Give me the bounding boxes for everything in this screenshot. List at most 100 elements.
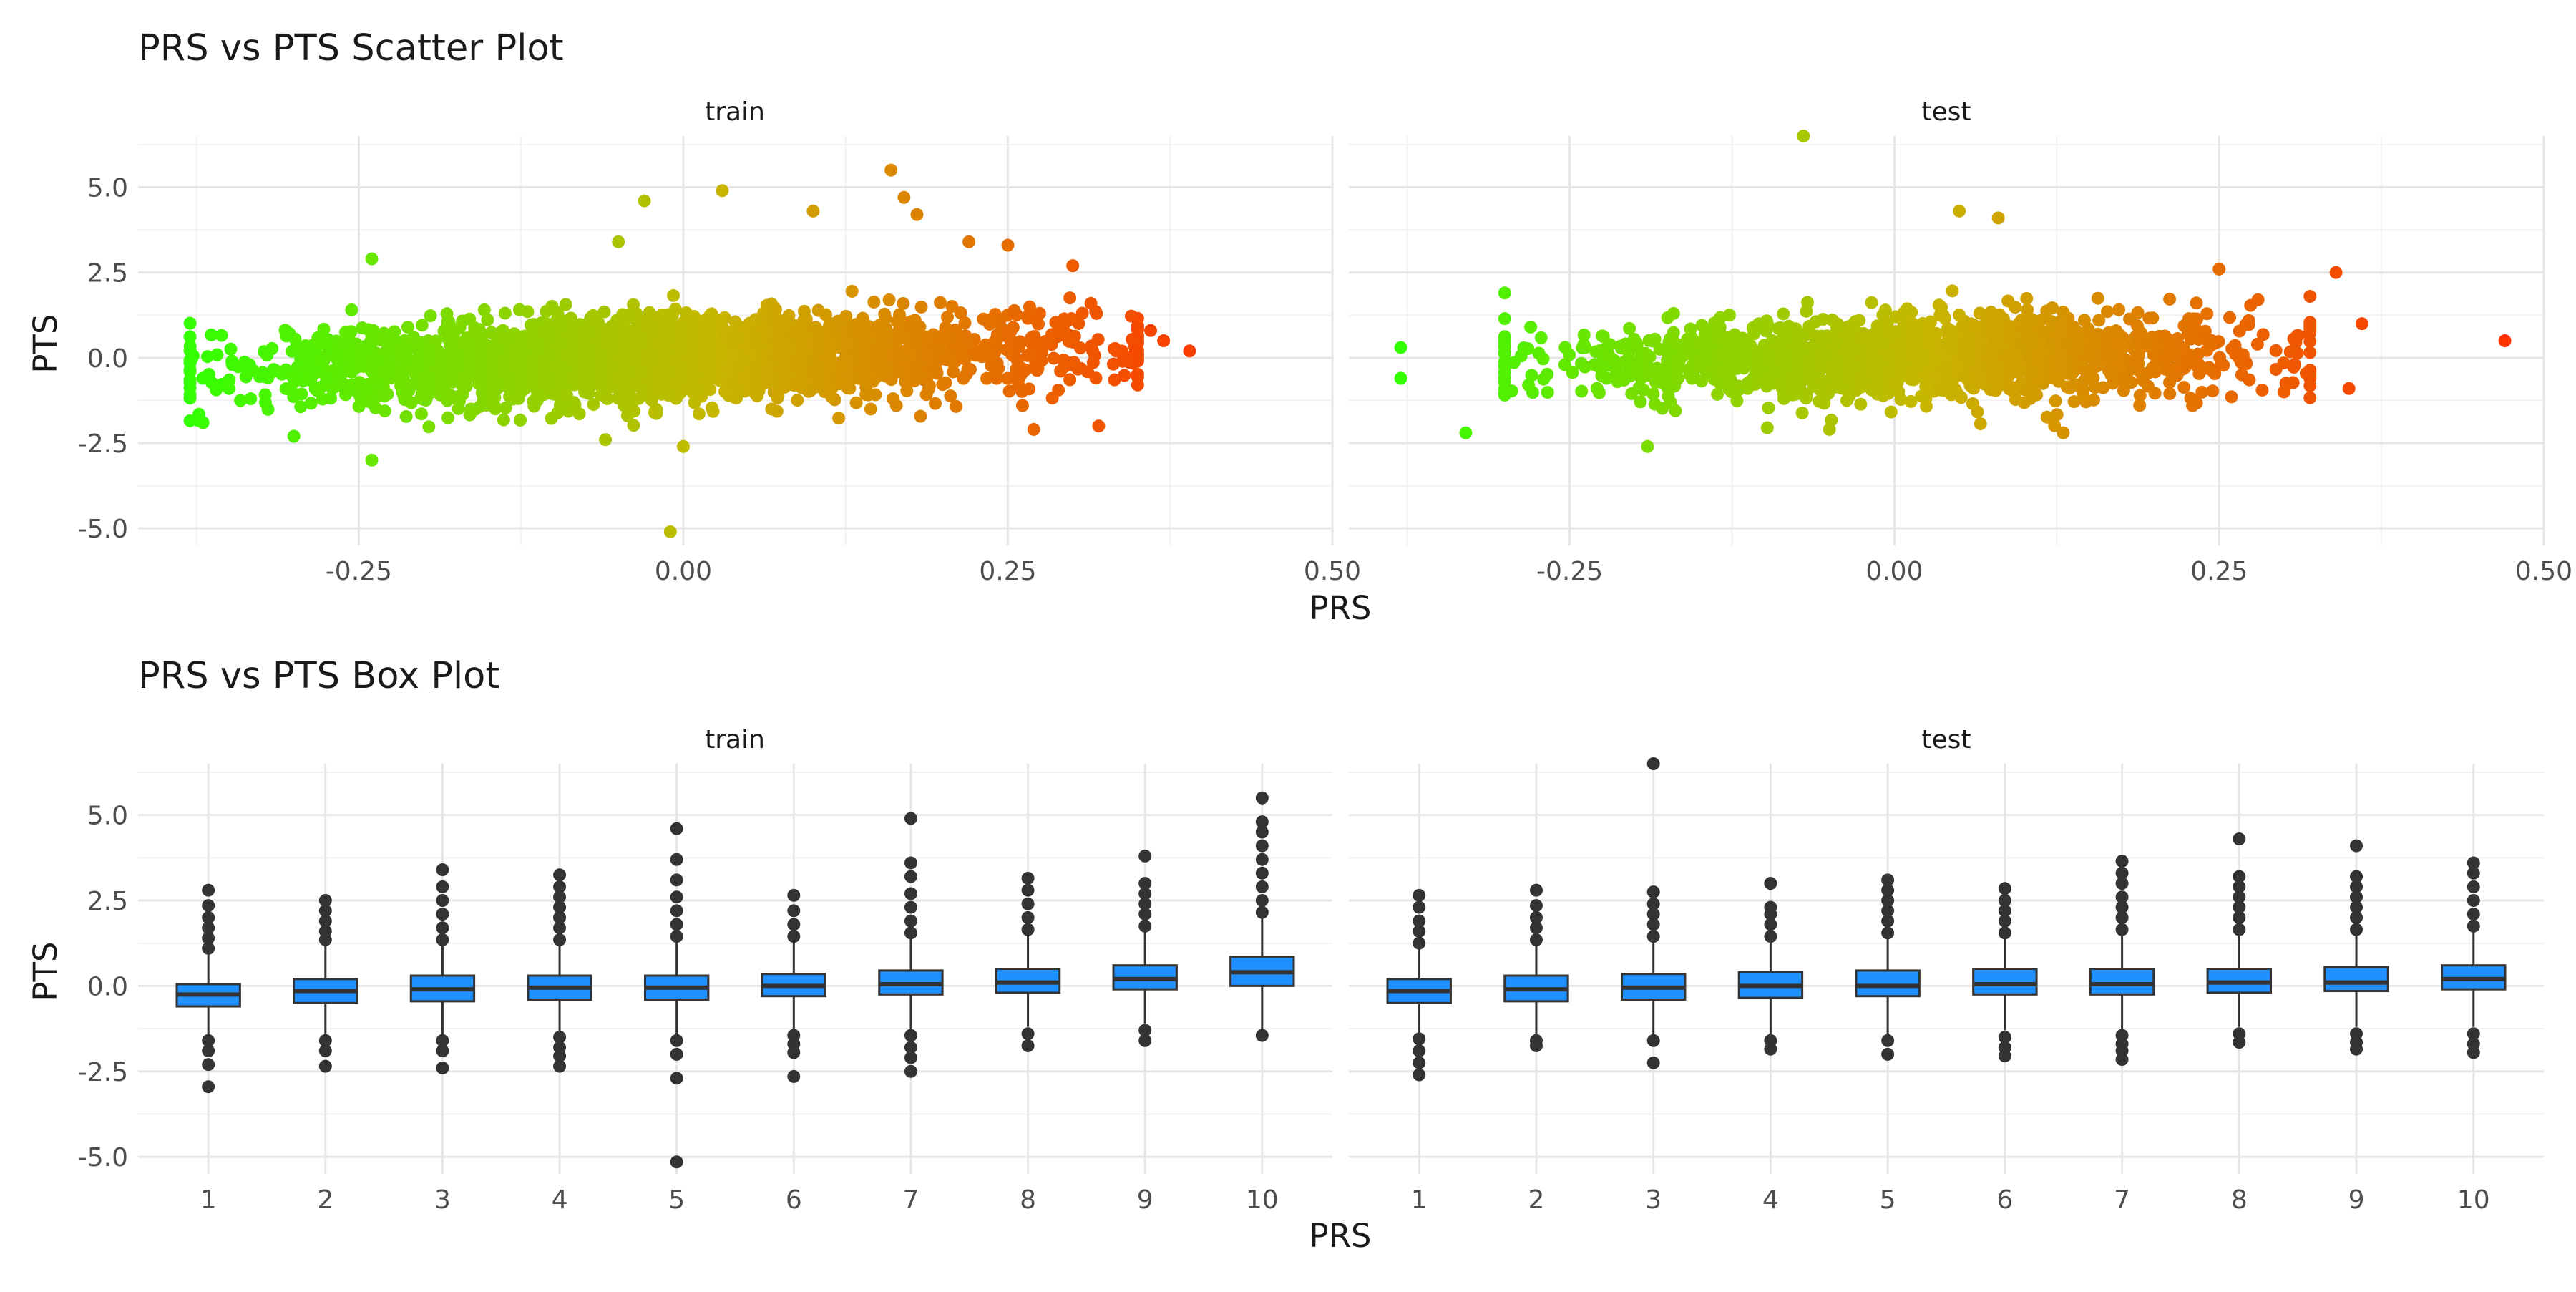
outlier-point xyxy=(670,1072,683,1085)
scatter-point xyxy=(900,384,914,397)
scatter-point-cloud xyxy=(1498,284,2317,434)
scatter-point xyxy=(326,382,339,395)
scatter-point xyxy=(1144,324,1158,337)
scatter-point xyxy=(413,356,426,370)
scatter-point xyxy=(1081,365,1095,379)
scatter-point xyxy=(1124,309,1138,323)
scatter-point xyxy=(364,395,377,409)
y-tick-label: -2.5 xyxy=(78,429,128,459)
scatter-point xyxy=(2011,351,2024,364)
scatter-point xyxy=(959,329,972,342)
scatter-point xyxy=(1541,386,1554,399)
scatter-point xyxy=(1799,356,1813,369)
scatter-point xyxy=(1693,355,1707,369)
scatter-point xyxy=(635,381,648,394)
scatter-point xyxy=(736,370,750,384)
scatter-point xyxy=(2077,383,2090,397)
x-tick-label: 0.00 xyxy=(1865,557,1923,586)
scatter-point xyxy=(947,365,960,379)
scatter-point xyxy=(1966,397,1979,411)
scatter-point xyxy=(1991,211,2005,225)
scatter-point xyxy=(481,313,494,326)
scatter-point xyxy=(1622,346,1636,359)
scatter-point xyxy=(1823,422,1836,436)
scatter-point xyxy=(1695,319,1709,332)
outlier-point xyxy=(202,1058,215,1072)
scatter-point xyxy=(960,368,973,382)
scatter-point xyxy=(612,235,625,248)
scatter-point xyxy=(1726,339,1740,353)
scatter-point xyxy=(2212,262,2226,276)
scatter-point xyxy=(1641,439,1654,453)
scatter-point xyxy=(882,293,896,306)
scatter-point xyxy=(650,407,663,420)
scatter-point xyxy=(687,309,701,323)
scatter-point xyxy=(791,394,804,407)
scatter-point xyxy=(899,358,913,371)
scatter-point xyxy=(717,331,731,345)
scatter-point xyxy=(1769,366,1782,379)
outlier-point xyxy=(436,894,449,907)
scatter-point xyxy=(497,413,510,427)
outlier-point xyxy=(787,1046,801,1059)
scatter-point xyxy=(351,385,364,399)
outlier-point xyxy=(202,1080,215,1094)
outlier-point xyxy=(1021,1027,1035,1041)
outlier-point xyxy=(2233,1036,2246,1049)
scatter-point xyxy=(1600,371,1614,385)
scatter-point xyxy=(414,407,428,421)
scatter-point xyxy=(418,370,431,384)
scatter-point xyxy=(852,361,865,375)
scatter-point xyxy=(1646,387,1660,401)
scatter-point xyxy=(753,355,767,369)
scatter-point xyxy=(941,310,955,324)
scatter-point xyxy=(288,374,301,388)
outlier-point xyxy=(1021,883,1035,897)
x-tick-label: -0.25 xyxy=(326,557,392,586)
outlier-point xyxy=(1255,853,1269,866)
x-tick-label: 3 xyxy=(434,1185,451,1215)
scatter-point xyxy=(1157,334,1171,347)
scatter-point xyxy=(867,295,881,309)
scatter-point xyxy=(215,329,228,342)
scatter-point xyxy=(2046,301,2059,315)
scatter-point xyxy=(1946,284,1959,298)
scatter-point xyxy=(582,387,595,400)
scatter-point xyxy=(592,349,605,362)
outlier-point xyxy=(1413,1044,1426,1058)
outlier-point xyxy=(2115,890,2129,904)
y-tick-label: -5.0 xyxy=(78,515,128,544)
scatter-point xyxy=(488,391,502,404)
scatter-point xyxy=(1015,399,1029,412)
scatter-point xyxy=(730,391,743,404)
x-tick-label: 9 xyxy=(1137,1185,1153,1215)
scatter-point xyxy=(1954,391,1968,404)
scatter-point xyxy=(407,331,421,344)
scatter-point xyxy=(366,357,379,371)
scatter-point xyxy=(1776,334,1790,347)
scatter-point xyxy=(1810,329,1824,343)
scatter-point xyxy=(397,390,411,404)
scatter-point xyxy=(344,325,358,339)
scatter-point xyxy=(401,321,414,334)
outlier-point xyxy=(1646,757,1660,770)
outlier-point xyxy=(2233,870,2246,883)
outlier-point xyxy=(670,1155,683,1169)
scatter-point xyxy=(1084,296,1098,310)
scatter-point xyxy=(367,366,381,380)
outlier-point xyxy=(318,1044,332,1058)
scatter-point xyxy=(2283,345,2297,359)
x-tick-label: 2 xyxy=(317,1185,333,1215)
scatter-point xyxy=(1013,335,1027,349)
x-tick-label: 9 xyxy=(2348,1185,2365,1215)
outlier-point xyxy=(904,900,917,914)
outlier-point xyxy=(436,933,449,946)
scatter-point xyxy=(2177,341,2190,355)
scatter-point xyxy=(949,323,962,336)
outlier-point xyxy=(553,933,567,946)
scatter-point xyxy=(416,392,430,406)
scatter-point xyxy=(1108,373,1121,387)
outlier-point xyxy=(1529,1039,1543,1052)
outlier-point xyxy=(2233,832,2246,846)
scatter-point xyxy=(434,388,447,402)
